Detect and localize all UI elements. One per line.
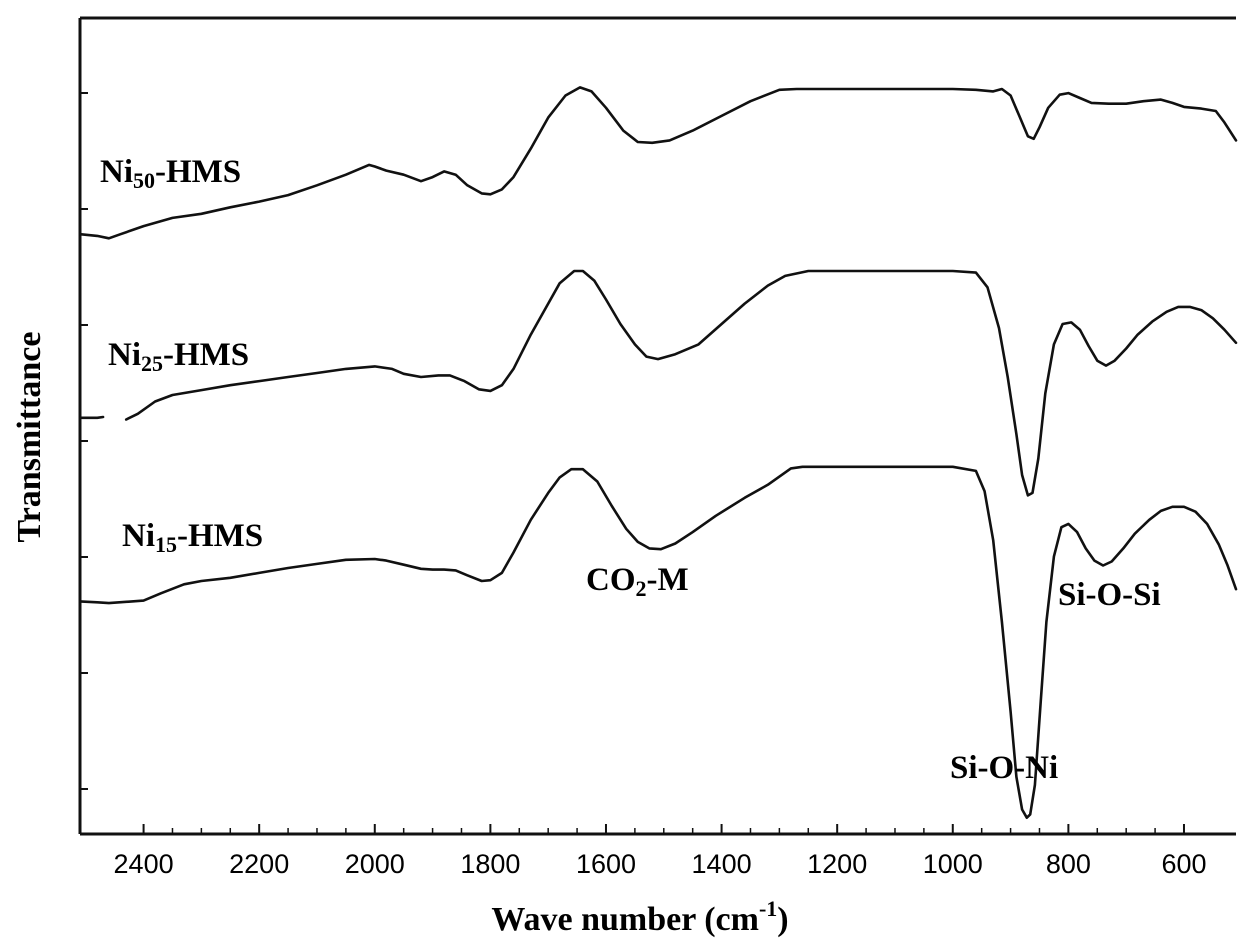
annotation-si-o-si: Si-O-Si [1058,577,1161,613]
y-ticks [80,92,88,790]
series-label-ni50: Ni50-HMS [100,154,241,193]
series-line-25 [78,269,1238,497]
annotation-si-o-ni: Si-O-Ni [950,750,1058,786]
series-layer [78,86,1238,819]
x-tick-label: 2200 [229,849,289,879]
series-line-15 [78,465,1238,819]
series-label-ni25: Ni25-HMS [108,337,249,376]
x-axis-title: Wave number (cm-1) [491,896,788,938]
series-label-ni15: Ni15-HMS [122,518,263,557]
x-tick-label: 800 [1046,849,1091,879]
x-tick-labels: 2400 2200 2000 1800 1600 1400 1200 1000 800 600 [114,849,1207,879]
x-tick-label: 2400 [114,849,174,879]
y-axis-title: Transmittance [11,332,48,543]
x-tick-label: 1400 [692,849,752,879]
x-tick-label: 1000 [923,849,983,879]
annotation-co2-m: CO2-M [586,562,689,601]
x-tick-label: 600 [1161,849,1206,879]
plot-frame [78,16,1236,836]
x-ticks [142,824,1185,834]
x-tick-label: 1800 [460,849,520,879]
series-line-50 [78,86,1238,240]
x-tick-label: 2000 [345,849,405,879]
x-tick-label: 1200 [807,849,867,879]
x-tick-label: 1600 [576,849,636,879]
